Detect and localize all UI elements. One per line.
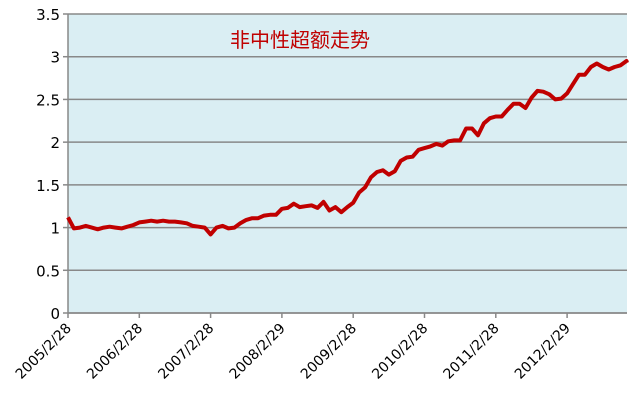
plot-area — [68, 14, 627, 313]
x-tick-label: 2010/2/28 — [369, 321, 431, 383]
x-tick-label: 2012/2/29 — [512, 321, 574, 383]
y-tick-label: 2 — [50, 134, 60, 152]
x-tick-label: 2008/2/29 — [227, 321, 289, 383]
x-tick-label: 2006/2/28 — [84, 321, 146, 383]
y-tick-label: 3 — [50, 49, 60, 67]
y-tick-label: 0.5 — [36, 262, 60, 280]
x-tick-label: 2007/2/28 — [155, 321, 217, 383]
x-tick-label: 2005/2/28 — [13, 321, 75, 383]
y-tick-label: 1.5 — [36, 177, 60, 195]
series-line — [66, 59, 629, 237]
x-tick-label: 2009/2/28 — [298, 321, 360, 383]
x-tick-label: 2011/2/28 — [441, 321, 503, 383]
y-tick-label: 1 — [50, 220, 60, 238]
chart-title: 非中性超额走势 — [230, 28, 370, 52]
y-tick-label: 0 — [50, 305, 60, 323]
y-tick-label: 2.5 — [36, 91, 60, 109]
y-tick-label: 3.5 — [36, 6, 60, 24]
